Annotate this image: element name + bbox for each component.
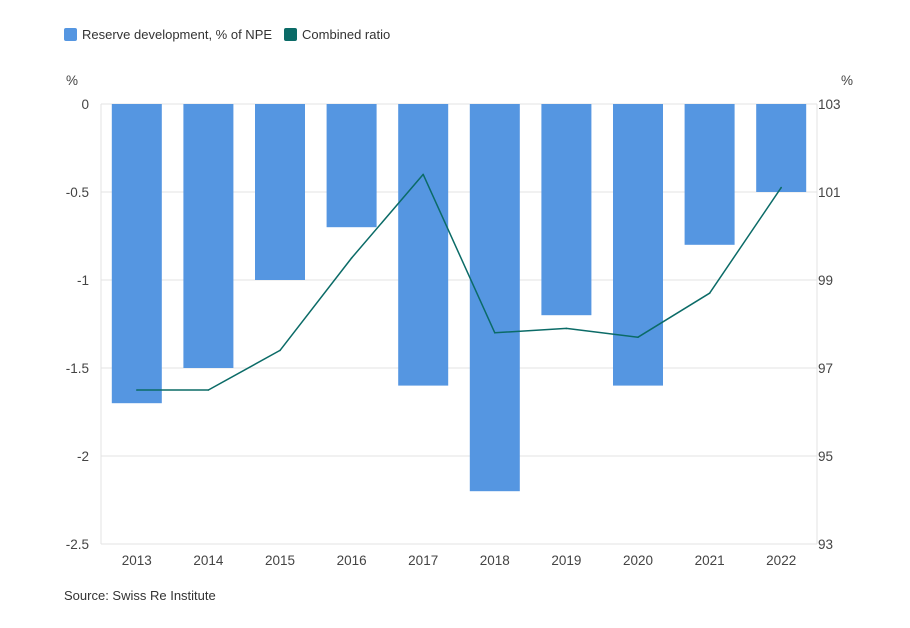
bar-2013 [111,104,162,404]
bar-2014 [183,104,234,368]
left-tick-label: -2.5 [66,537,89,552]
source-note: Source: Swiss Re Institute [64,588,216,603]
line-point-2022 [780,186,782,189]
legend-label-bar: Reserve development, % of NPE [82,27,273,42]
left-tick-label: -0.5 [66,185,89,200]
x-tick-label: 2020 [623,553,653,568]
legend-label-line: Combined ratio [302,27,391,42]
line-point-2019 [565,327,568,330]
x-tick-label: 2015 [265,553,295,568]
bar-2019 [541,104,592,316]
line-point-2020 [637,336,639,339]
line-point-2017 [422,173,425,176]
axis-layer: 0 -0.5 -1 -1.5 -2 -2.5 103 101 99 97 95 93 2013 2014 2… [66,97,841,568]
left-tick-label: 0 [81,97,89,112]
x-tick-label: 2013 [122,553,152,568]
bar-2018 [469,104,520,492]
right-tick-label: 93 [818,537,833,552]
legend-item-combined-ratio: Combined ratio [284,27,390,42]
left-axis-unit: % [66,73,78,88]
right-tick-label: 101 [818,185,841,200]
line-point-2021 [708,292,711,295]
bar-2020 [613,104,663,386]
left-tick-label: -1.5 [66,361,89,376]
bar-2016 [326,104,377,228]
x-tick-label: 2014 [193,553,224,568]
legend-swatch-bar [64,28,77,41]
bar-2015 [255,104,305,280]
x-tick-label: 2021 [695,553,725,568]
line-point-2014 [207,389,210,391]
combined-ratio-line [136,173,782,391]
bar-2017 [398,104,449,386]
x-tick-label: 2019 [551,553,581,568]
right-tick-label: 97 [818,361,833,376]
line-layer [136,173,782,391]
chart-legend: Reserve development, % of NPE Combined r… [64,27,402,42]
line-point-2015 [279,349,281,352]
combo-chart: 0 -0.5 -1 -1.5 -2 -2.5 103 101 99 97 95 93 2013 2014 2… [66,73,853,568]
x-tick-label: 2016 [337,553,367,568]
right-tick-label: 95 [818,449,833,464]
legend-swatch-line [284,28,298,41]
line-point-2018 [494,332,496,334]
x-tick-label: 2018 [480,553,510,568]
x-tick-label: 2022 [766,553,796,568]
line-point-2016 [350,257,353,259]
right-tick-label: 103 [818,97,841,112]
right-axis-unit: % [841,73,853,88]
line-point-2013 [136,389,138,391]
bar-2022 [756,104,807,192]
left-tick-label: -1 [77,273,89,288]
legend-item-reserve-development: Reserve development, % of NPE [64,27,272,42]
left-tick-label: -2 [77,449,89,464]
x-tick-label: 2017 [408,553,438,568]
bar-2021 [684,104,735,245]
right-tick-label: 99 [818,273,833,288]
